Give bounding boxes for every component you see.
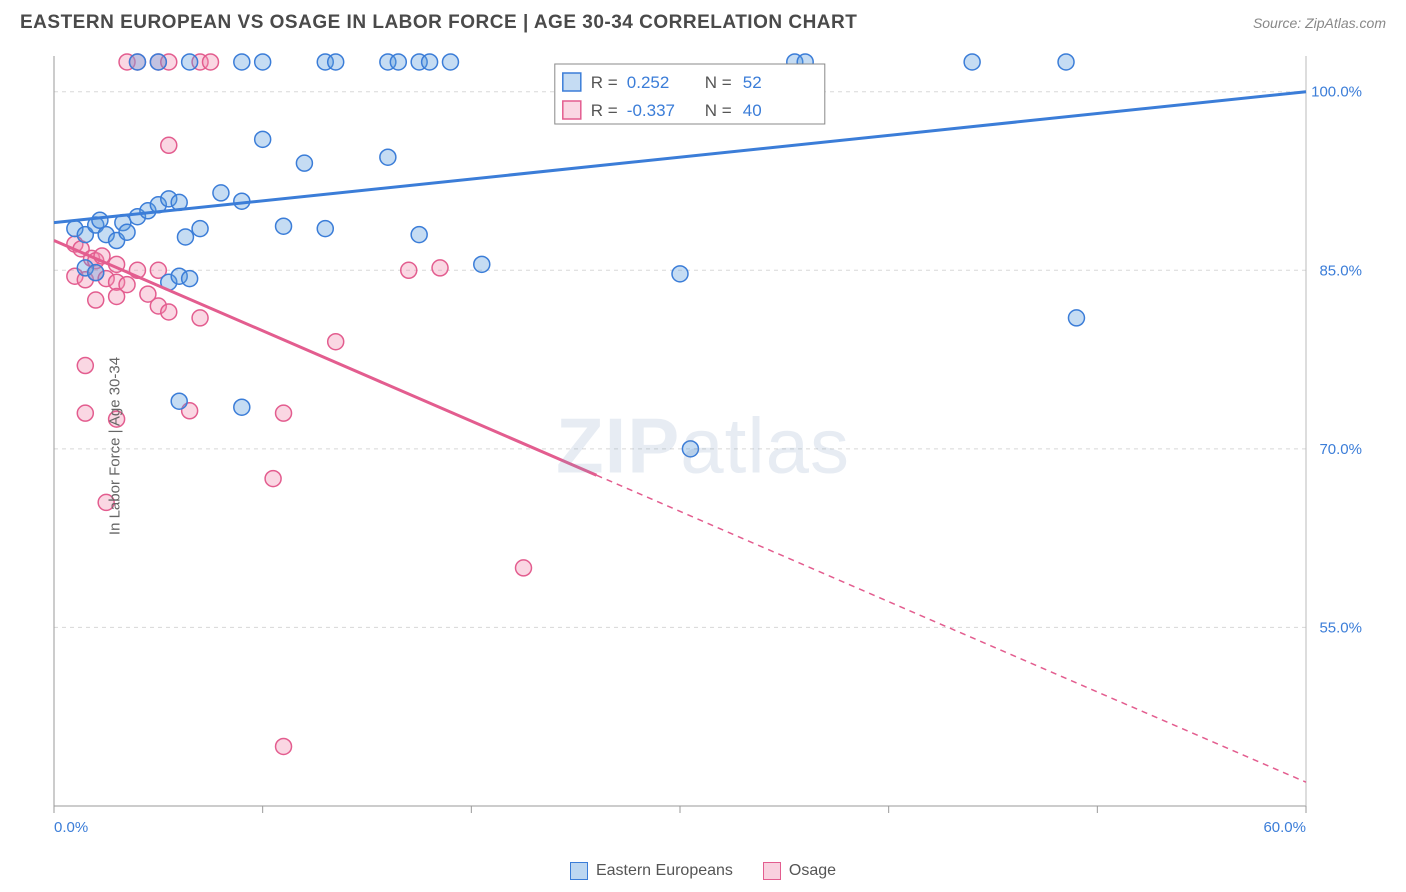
legend-item: Osage [763,862,836,880]
svg-text:R =: R = [591,101,618,120]
legend-label: Osage [789,862,836,880]
legend-swatch [570,862,588,880]
source-credit: Source: ZipAtlas.com [1253,15,1386,31]
svg-text:N =: N = [705,101,732,120]
svg-text:52: 52 [743,73,762,92]
y-axis-label: In Labor Force | Age 30-34 [107,357,124,535]
svg-text:R =: R = [591,73,618,92]
svg-text:60.0%: 60.0% [1263,819,1306,836]
svg-text:85.0%: 85.0% [1319,262,1362,279]
svg-text:0.252: 0.252 [627,73,670,92]
svg-text:40: 40 [743,101,762,120]
legend-swatch [763,862,781,880]
legend-item: Eastern Europeans [570,862,733,880]
scatter-chart: 55.0% 70.0% 85.0% 100.0% 0.0% 60.0% R = 0.252 N… [20,50,1386,842]
footer-legend: Eastern Europeans Osage [0,862,1406,880]
svg-text:100.0%: 100.0% [1311,84,1362,101]
svg-text:70.0%: 70.0% [1319,441,1362,458]
svg-text:-0.337: -0.337 [627,101,675,120]
svg-text:55.0%: 55.0% [1319,619,1362,636]
svg-text:N =: N = [705,73,732,92]
svg-text:0.0%: 0.0% [54,819,88,836]
chart-title: EASTERN EUROPEAN VS OSAGE IN LABOR FORCE… [20,12,857,34]
legend-label: Eastern Europeans [596,862,733,880]
chart-area: In Labor Force | Age 30-34 55.0% 70.0% 85.… [20,50,1386,842]
